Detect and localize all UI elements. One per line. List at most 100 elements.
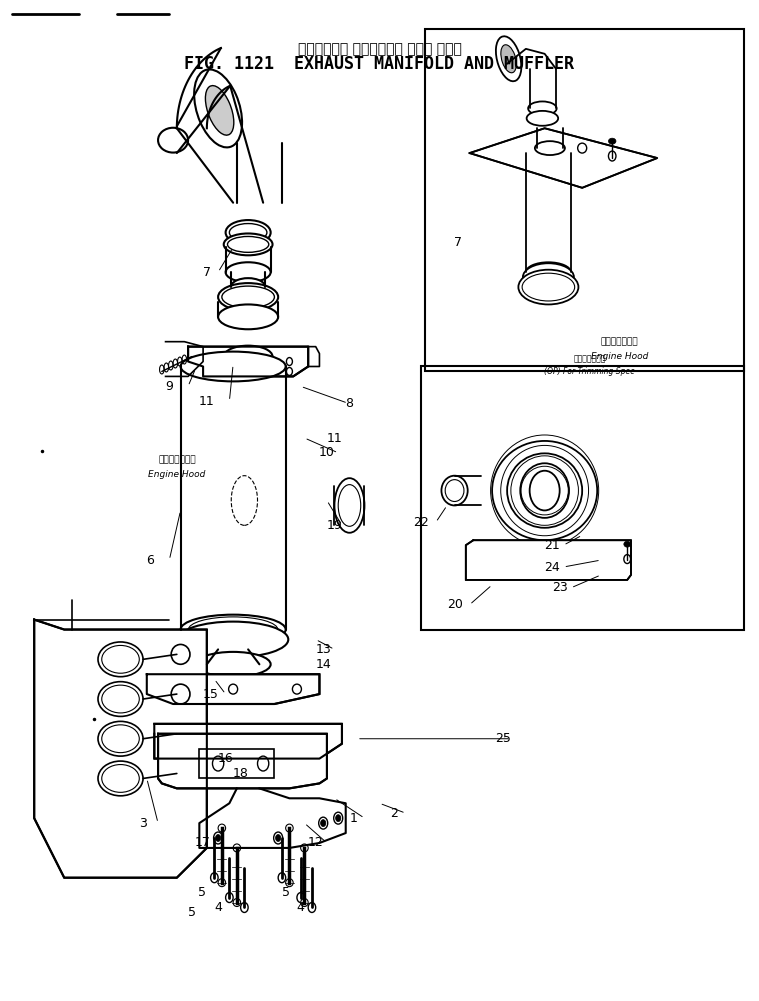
Text: 8: 8: [345, 396, 354, 409]
Ellipse shape: [308, 903, 316, 913]
Ellipse shape: [526, 262, 571, 282]
Ellipse shape: [98, 682, 143, 717]
Ellipse shape: [496, 36, 521, 81]
Ellipse shape: [181, 615, 285, 645]
Ellipse shape: [520, 463, 569, 518]
Polygon shape: [34, 620, 207, 878]
Text: Engine Hood: Engine Hood: [148, 470, 206, 479]
Ellipse shape: [507, 453, 582, 528]
Ellipse shape: [231, 278, 266, 296]
Text: 10: 10: [319, 446, 335, 459]
Ellipse shape: [213, 756, 224, 771]
Ellipse shape: [301, 899, 308, 907]
Ellipse shape: [98, 722, 143, 756]
Ellipse shape: [297, 893, 304, 903]
Ellipse shape: [224, 345, 272, 367]
Text: 19: 19: [326, 519, 342, 532]
Ellipse shape: [609, 151, 616, 161]
Text: 21: 21: [544, 539, 560, 552]
Ellipse shape: [523, 263, 574, 291]
Ellipse shape: [492, 440, 597, 541]
Ellipse shape: [319, 817, 328, 829]
Ellipse shape: [518, 269, 578, 304]
Text: Engine Hood: Engine Hood: [591, 352, 648, 361]
Ellipse shape: [194, 69, 242, 147]
Text: 11: 11: [326, 432, 342, 445]
Bar: [200, 749, 275, 779]
Ellipse shape: [285, 824, 293, 832]
Text: 24: 24: [544, 561, 560, 574]
Ellipse shape: [528, 101, 556, 115]
Bar: [420, 366, 744, 630]
Text: 23: 23: [552, 582, 568, 595]
Text: エンジンフード: エンジンフード: [601, 337, 638, 346]
Ellipse shape: [98, 761, 143, 796]
Ellipse shape: [335, 815, 341, 822]
Ellipse shape: [276, 835, 281, 842]
Ellipse shape: [225, 262, 271, 282]
Text: 16: 16: [218, 752, 234, 765]
Ellipse shape: [196, 652, 271, 677]
Text: 4: 4: [214, 901, 222, 914]
Ellipse shape: [292, 684, 301, 694]
Ellipse shape: [274, 832, 282, 844]
Text: エンジンフード: エンジンフード: [158, 455, 196, 464]
Polygon shape: [466, 541, 631, 580]
Text: 11: 11: [199, 394, 215, 407]
Text: 1: 1: [349, 812, 357, 825]
Ellipse shape: [278, 873, 285, 883]
Ellipse shape: [257, 756, 269, 771]
Ellipse shape: [624, 555, 631, 564]
Ellipse shape: [224, 233, 272, 255]
Text: 18: 18: [233, 767, 248, 780]
Text: 22: 22: [413, 516, 429, 529]
Ellipse shape: [172, 645, 190, 665]
Ellipse shape: [320, 820, 326, 827]
Ellipse shape: [535, 141, 565, 155]
Text: 9: 9: [165, 379, 173, 392]
Ellipse shape: [225, 893, 233, 903]
Ellipse shape: [241, 903, 248, 913]
Ellipse shape: [301, 844, 308, 852]
Ellipse shape: [172, 684, 190, 704]
Text: 4: 4: [297, 901, 304, 914]
Ellipse shape: [335, 478, 364, 533]
Ellipse shape: [624, 542, 631, 548]
Ellipse shape: [233, 844, 241, 852]
Bar: [424, 29, 744, 371]
Ellipse shape: [218, 304, 278, 329]
Polygon shape: [154, 724, 342, 759]
Text: 5: 5: [282, 886, 290, 899]
Ellipse shape: [98, 642, 143, 677]
Polygon shape: [146, 675, 320, 704]
Ellipse shape: [501, 45, 516, 73]
Ellipse shape: [172, 724, 190, 744]
Ellipse shape: [609, 138, 616, 144]
Ellipse shape: [285, 879, 293, 887]
Text: 13: 13: [315, 643, 331, 656]
Text: トリミング仕様: トリミング仕様: [574, 354, 606, 363]
Ellipse shape: [578, 143, 587, 153]
Text: 14: 14: [315, 658, 331, 671]
Polygon shape: [188, 346, 308, 376]
Polygon shape: [470, 128, 657, 188]
Ellipse shape: [206, 86, 234, 135]
Text: 12: 12: [308, 837, 323, 850]
Ellipse shape: [233, 899, 241, 907]
Text: 5: 5: [197, 886, 206, 899]
Ellipse shape: [218, 283, 278, 311]
Text: FIG. 1121  EXHAUST MANIFOLD AND MUFFLER: FIG. 1121 EXHAUST MANIFOLD AND MUFFLER: [184, 55, 575, 73]
Text: 7: 7: [203, 265, 211, 278]
Text: 17: 17: [195, 837, 211, 850]
Text: 6: 6: [146, 554, 155, 567]
Ellipse shape: [286, 357, 292, 365]
Ellipse shape: [181, 351, 285, 381]
Ellipse shape: [178, 622, 288, 658]
Ellipse shape: [158, 128, 188, 152]
Ellipse shape: [157, 684, 166, 694]
Text: 2: 2: [391, 807, 398, 820]
Text: 3: 3: [139, 817, 147, 830]
Ellipse shape: [228, 684, 238, 694]
Ellipse shape: [218, 824, 225, 832]
Ellipse shape: [442, 475, 468, 506]
